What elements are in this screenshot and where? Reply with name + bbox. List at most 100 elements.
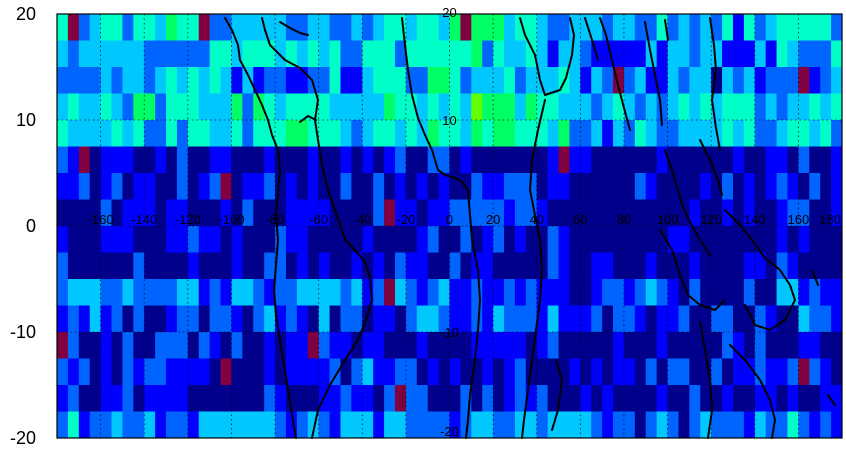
heatmap-cell	[275, 411, 287, 439]
heatmap-cell	[580, 93, 592, 121]
heatmap-cell	[318, 146, 330, 174]
heatmap-cell	[187, 411, 200, 439]
heatmap-cell	[613, 120, 625, 147]
heatmap-cell	[831, 146, 843, 174]
heatmap-cell	[514, 67, 527, 94]
heatmap-cell	[373, 305, 385, 333]
heatmap-cell	[449, 199, 461, 227]
heatmap-cell	[831, 173, 843, 200]
heatmap-cell	[820, 358, 832, 386]
heatmap-cell	[351, 173, 363, 200]
heatmap-cell	[275, 385, 287, 412]
heatmap-cell	[514, 93, 527, 121]
heatmap-cell	[307, 252, 320, 280]
heatmap-cell	[187, 252, 200, 280]
heatmap-cell	[133, 279, 145, 306]
heatmap-cell	[645, 120, 658, 147]
heatmap-cell	[569, 199, 581, 227]
heatmap-cell	[493, 146, 505, 174]
heatmap-cell	[111, 279, 123, 306]
heatmap-cell	[220, 67, 232, 94]
heatmap-cell	[493, 226, 505, 253]
heatmap-cell	[275, 40, 287, 68]
heatmap-cell	[754, 40, 767, 68]
heatmap-cell	[122, 385, 134, 412]
heatmap-cell	[667, 252, 679, 280]
heatmap-cell	[514, 252, 527, 280]
heatmap-cell	[569, 279, 581, 306]
heatmap-cell	[438, 40, 450, 68]
heatmap-cell	[57, 305, 69, 333]
heatmap-cell	[623, 385, 636, 412]
heatmap-cell	[722, 93, 734, 121]
heatmap-cell	[155, 173, 167, 200]
heatmap-cell	[57, 358, 69, 386]
heatmap-cell	[514, 120, 527, 147]
heatmap-cell	[580, 146, 592, 174]
heatmap-cell	[689, 332, 701, 359]
heatmap-cell	[722, 173, 734, 200]
heatmap-cell	[155, 332, 167, 359]
lon-label: 180	[819, 212, 841, 227]
heatmap-cell	[765, 385, 777, 412]
heatmap-cell	[362, 358, 374, 386]
heatmap-cell	[89, 279, 102, 306]
heatmap-cell	[318, 226, 330, 253]
heatmap-cell	[471, 279, 483, 306]
heatmap-cell	[667, 411, 679, 439]
heatmap-cell	[351, 146, 363, 174]
heatmap-cell	[689, 173, 701, 200]
heatmap-cell	[602, 385, 614, 412]
heatmap-cell	[667, 305, 679, 333]
heatmap-cell	[765, 120, 777, 147]
heatmap-cell	[340, 279, 352, 306]
heatmap-cell	[558, 173, 570, 200]
heatmap-cell	[242, 173, 254, 200]
heatmap-cell	[394, 14, 407, 41]
heatmap-cell	[787, 67, 799, 94]
heatmap-cell	[449, 226, 461, 253]
heatmap-cell	[634, 358, 647, 386]
heatmap-cell	[645, 385, 658, 412]
heatmap-cell	[264, 332, 276, 359]
heatmap-cell	[809, 173, 821, 200]
heatmap-cell	[678, 385, 690, 412]
heatmap-cell	[242, 14, 254, 41]
heatmap-cell	[264, 279, 276, 306]
heatmap-cell	[144, 385, 156, 412]
heatmap-cell	[394, 252, 407, 280]
heatmap-cell	[700, 279, 712, 306]
heatmap-cell	[362, 385, 374, 412]
heatmap-cell	[460, 67, 472, 94]
heatmap-cell	[623, 93, 636, 121]
heatmap-cell	[449, 120, 461, 147]
heatmap-cell	[754, 411, 767, 439]
heatmap-cell	[667, 173, 679, 200]
heatmap-cell	[580, 40, 592, 68]
heatmap-cell	[831, 93, 843, 121]
heatmap-cell	[700, 252, 712, 280]
heatmap-cell	[656, 252, 668, 280]
heatmap-cell	[384, 14, 396, 41]
y-axis: 20 10 0 -10 -20	[10, 4, 36, 448]
heatmap-cell	[111, 14, 123, 41]
heatmap-cell	[78, 332, 91, 359]
heatmap-cell	[166, 14, 178, 41]
heatmap-cell	[373, 252, 385, 280]
heatmap-cell	[394, 120, 407, 147]
heatmap-cell	[754, 67, 767, 94]
heatmap-cell	[89, 305, 102, 333]
heatmap-cell	[405, 199, 418, 227]
heatmap-cell	[591, 146, 603, 174]
heatmap-cell	[100, 199, 112, 227]
heatmap-cell	[558, 252, 570, 280]
heatmap-cell	[231, 199, 243, 227]
heatmap-cell	[449, 173, 461, 200]
heatmap-cell	[405, 173, 418, 200]
heatmap-cell	[133, 252, 145, 280]
heatmap-cell	[198, 411, 211, 439]
lat-label: 20	[442, 5, 456, 20]
heatmap-cell	[504, 199, 516, 227]
heatmap-cell	[176, 358, 189, 386]
heatmap-cell	[318, 252, 330, 280]
